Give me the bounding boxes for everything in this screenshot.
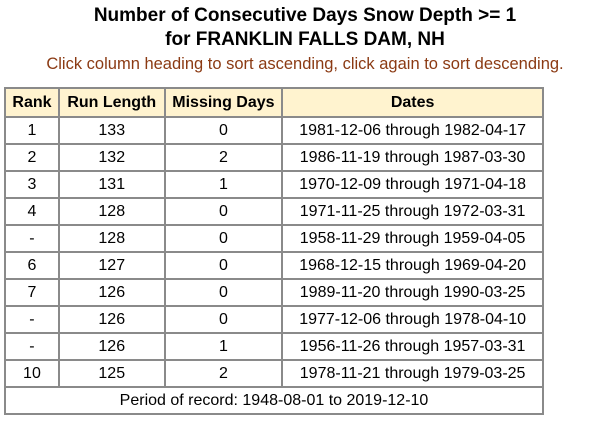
missing-days-cell: 0 (164, 117, 283, 144)
dates-cell: 1977-12-06 through 1978-04-10 (282, 306, 543, 333)
run-length-cell: 125 (58, 360, 165, 387)
column-header-missing-days[interactable]: Missing Days (164, 88, 283, 117)
rank-cell: - (5, 225, 59, 252)
dates-cell: 1971-11-25 through 1972-03-31 (282, 198, 543, 225)
run-length-cell: 126 (58, 279, 165, 306)
missing-days-cell: 0 (164, 252, 283, 279)
dates-cell: 1986-11-19 through 1987-03-30 (282, 144, 543, 171)
run-length-cell: 131 (58, 171, 165, 198)
missing-days-cell: 1 (164, 171, 283, 198)
column-header-run-length[interactable]: Run Length (58, 88, 165, 117)
run-length-cell: 126 (58, 306, 165, 333)
missing-days-cell: 2 (164, 360, 283, 387)
run-length-cell: 126 (58, 333, 165, 360)
missing-days-cell: 0 (164, 279, 283, 306)
period-of-record: Period of record: 1948-08-01 to 2019-12-… (5, 387, 543, 414)
rank-cell: 3 (5, 171, 59, 198)
rank-cell: - (5, 306, 59, 333)
table-row: 2 132 2 1986-11-19 through 1987-03-30 (5, 144, 543, 171)
table-footer-row: Period of record: 1948-08-01 to 2019-12-… (5, 387, 543, 414)
run-length-cell: 127 (58, 252, 165, 279)
dates-cell: 1989-11-20 through 1990-03-25 (282, 279, 543, 306)
table-row: 4 128 0 1971-11-25 through 1972-03-31 (5, 198, 543, 225)
missing-days-cell: 0 (164, 198, 283, 225)
dates-cell: 1978-11-21 through 1979-03-25 (282, 360, 543, 387)
header-row: Rank Run Length Missing Days Dates (5, 88, 543, 117)
dates-cell: 1968-12-15 through 1969-04-20 (282, 252, 543, 279)
dates-cell: 1956-11-26 through 1957-03-31 (282, 333, 543, 360)
missing-days-cell: 0 (164, 225, 283, 252)
dates-cell: 1958-11-29 through 1959-04-05 (282, 225, 543, 252)
column-header-rank[interactable]: Rank (5, 88, 59, 117)
table-row: - 126 0 1977-12-06 through 1978-04-10 (5, 306, 543, 333)
dates-cell: 1970-12-09 through 1971-04-18 (282, 171, 543, 198)
table-row: 6 127 0 1968-12-15 through 1969-04-20 (5, 252, 543, 279)
table-row: - 128 0 1958-11-29 through 1959-04-05 (5, 225, 543, 252)
rank-cell: - (5, 333, 59, 360)
run-length-cell: 128 (58, 198, 165, 225)
rank-cell: 10 (5, 360, 59, 387)
table-row: 10 125 2 1978-11-21 through 1979-03-25 (5, 360, 543, 387)
page-subtitle: for FRANKLIN FALLS DAM, NH (165, 29, 445, 50)
column-header-dates[interactable]: Dates (282, 88, 543, 117)
sort-instructions: Click column heading to sort ascending, … (46, 55, 564, 73)
missing-days-cell: 2 (164, 144, 283, 171)
rank-cell: 4 (5, 198, 59, 225)
missing-days-cell: 0 (164, 306, 283, 333)
rank-cell: 6 (5, 252, 59, 279)
run-length-cell: 128 (58, 225, 165, 252)
table-row: 1 133 0 1981-12-06 through 1982-04-17 (5, 117, 543, 144)
snow-depth-runs-table: Rank Run Length Missing Days Dates 1 133… (4, 87, 544, 415)
run-length-cell: 132 (58, 144, 165, 171)
rank-cell: 1 (5, 117, 59, 144)
table-row: 3 131 1 1970-12-09 through 1971-04-18 (5, 171, 543, 198)
missing-days-cell: 1 (164, 333, 283, 360)
rank-cell: 7 (5, 279, 59, 306)
run-length-cell: 133 (58, 117, 165, 144)
table-row: 7 126 0 1989-11-20 through 1990-03-25 (5, 279, 543, 306)
dates-cell: 1981-12-06 through 1982-04-17 (282, 117, 543, 144)
rank-cell: 2 (5, 144, 59, 171)
page-title: Number of Consecutive Days Snow Depth >=… (93, 5, 517, 26)
table-row: - 126 1 1956-11-26 through 1957-03-31 (5, 333, 543, 360)
